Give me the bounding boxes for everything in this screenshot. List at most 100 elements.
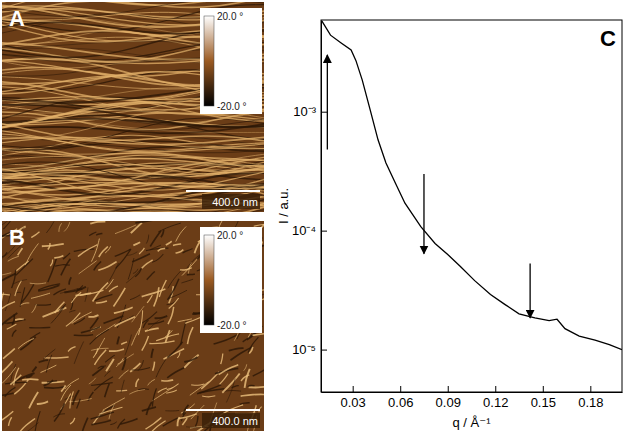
texture-stroke: [148, 321, 164, 324]
texture-stroke: [142, 289, 166, 297]
texture-stroke: [146, 418, 162, 430]
colorbar-label: 20.0 °: [217, 11, 243, 22]
texture-stroke: [148, 379, 155, 385]
texture-stroke: [2, 294, 10, 295]
texture-stroke: [113, 288, 125, 307]
texture-stroke: [132, 328, 140, 345]
texture-stroke: [187, 273, 195, 275]
y-tick-mark: [321, 112, 327, 113]
texture-stroke: [222, 374, 239, 393]
colorbar-label: 20.0 °: [217, 230, 243, 241]
texture-stroke: [46, 222, 54, 233]
texture-stroke: [130, 363, 140, 372]
texture-stroke: [2, 313, 17, 329]
texture-stroke: [43, 349, 55, 359]
image-panel: B20.0 °-20.0 °400.0 nm: [0, 214, 274, 433]
texture-stroke: [147, 271, 155, 279]
texture-stroke: [244, 364, 247, 371]
x-tick-label: 0.09: [436, 395, 461, 410]
texture-stroke: [202, 396, 215, 397]
arrow: [423, 174, 424, 254]
texture-stroke: [220, 374, 228, 385]
chart: 0.030.060.090.120.150.1810⁻⁵10⁻⁴10⁻³Cq /…: [276, 20, 623, 430]
texture-stroke: [63, 253, 70, 259]
texture-stroke: [12, 270, 16, 288]
texture-stroke: [20, 423, 39, 431]
x-tick: 0.18: [578, 386, 603, 410]
texture-stroke: [115, 225, 136, 234]
texture-stroke: [55, 265, 70, 267]
x-tick-label: 0.06: [388, 395, 413, 410]
x-tick-label: 0.18: [578, 395, 603, 410]
texture-stroke: [167, 342, 182, 358]
texture-stroke: [135, 269, 141, 277]
texture-stroke: [91, 412, 114, 419]
texture-stroke: [146, 235, 148, 244]
texture-stroke: [230, 347, 252, 360]
texture-stroke: [185, 317, 201, 323]
y-tick: 10⁻⁵: [292, 342, 327, 357]
texture-stroke: [149, 341, 174, 344]
texture-stroke: [167, 368, 184, 378]
texture-stroke: [110, 422, 116, 425]
texture-stroke: [46, 355, 52, 373]
texture-stroke: [32, 367, 36, 372]
texture-stroke: [90, 318, 98, 329]
texture-stroke: [65, 379, 79, 390]
texture-stroke: [158, 388, 167, 392]
texture-stroke: [176, 227, 186, 242]
texture-stroke: [2, 393, 14, 395]
texture-stroke: [214, 335, 237, 344]
texture-stroke: [31, 232, 39, 238]
x-tick-mark: [590, 386, 591, 392]
texture-stroke: [103, 316, 123, 323]
texture-stroke: [241, 394, 264, 396]
texture-stroke: [5, 294, 10, 311]
texture-stroke: [245, 369, 250, 388]
scale-bar-backing: [202, 194, 260, 209]
texture-stroke: [229, 348, 244, 351]
texture-stroke: [91, 420, 111, 424]
texture-stroke: [139, 248, 144, 254]
texture-stroke: [35, 304, 51, 306]
texture-stroke: [26, 375, 32, 378]
texture-stroke: [39, 360, 48, 362]
texture-stroke: [146, 248, 168, 251]
texture-stroke: [98, 262, 116, 271]
texture-stroke: [42, 244, 64, 246]
texture-stroke: [50, 260, 52, 267]
texture-stroke: [105, 371, 111, 377]
texture-stroke: [145, 328, 159, 331]
x-tick-mark: [448, 386, 449, 392]
texture-stroke: [2, 122, 264, 143]
texture-stroke: [96, 301, 107, 303]
texture-stroke: [18, 418, 35, 431]
texture-stroke: [2, 155, 264, 171]
colorbar-background: [200, 8, 262, 114]
y-tick-label: 10⁻⁵: [292, 342, 316, 357]
texture-stroke: [167, 279, 178, 300]
texture-stroke: [240, 403, 250, 405]
x-tick: 0.09: [436, 386, 461, 410]
texture-stroke: [13, 279, 27, 283]
texture-stroke: [78, 245, 98, 257]
colorbar-label: -20.0 °: [217, 320, 247, 331]
texture-stroke: [77, 399, 81, 409]
panel-letter: A: [9, 6, 25, 31]
texture-stroke: [53, 289, 65, 295]
texture-stroke: [30, 283, 46, 284]
scale-bar: [186, 409, 260, 411]
scale-bar: [186, 190, 260, 192]
texture-stroke: [2, 361, 12, 379]
texture-stroke: [182, 418, 187, 425]
texture-stroke: [64, 289, 82, 292]
scale-bar-label: 400.0 nm: [212, 415, 258, 427]
texture-stroke: [195, 416, 198, 427]
texture-stroke: [131, 223, 142, 233]
y-axis-title: I / a.u.: [276, 188, 291, 224]
texture-stroke: [30, 333, 40, 339]
texture-stroke: [142, 336, 149, 351]
texture-stroke: [18, 338, 34, 348]
texture-stroke: [130, 295, 140, 300]
texture-stroke: [156, 360, 166, 378]
